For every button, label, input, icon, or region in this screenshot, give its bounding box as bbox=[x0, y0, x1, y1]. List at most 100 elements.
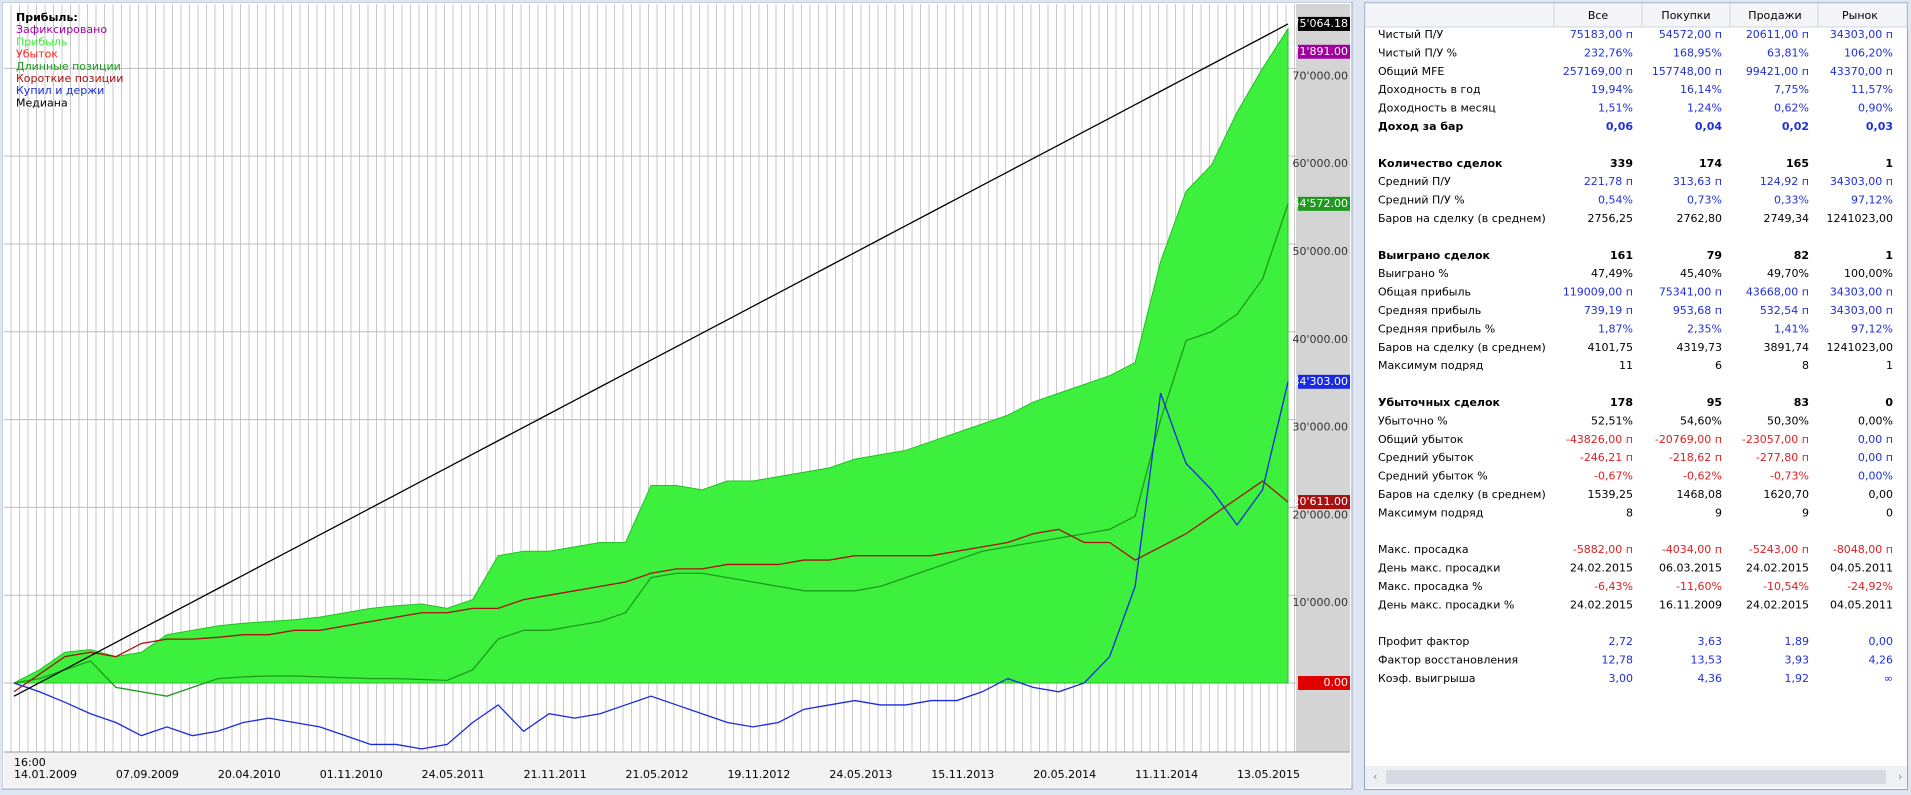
cell-value: 47,49% bbox=[1591, 267, 1633, 280]
value-badge bbox=[1298, 16, 1350, 31]
x-tick-label: 21.05.2012 bbox=[626, 768, 689, 781]
cell-value: 1241023,00 bbox=[1827, 341, 1893, 354]
row-label: Убыточных сделок bbox=[1378, 396, 1501, 409]
cell-value: 11,57% bbox=[1851, 83, 1893, 96]
cell-value: 20611,00 п bbox=[1746, 28, 1809, 41]
cell-value: 43668,00 п bbox=[1746, 286, 1809, 299]
row-label: Профит фактор bbox=[1378, 635, 1469, 648]
cell-value: 75341,00 п bbox=[1659, 286, 1722, 299]
cell-value: 3,93 bbox=[1785, 654, 1810, 667]
cell-value: 04.05.2011 bbox=[1830, 562, 1893, 575]
cell-value: -218,62 п bbox=[1669, 451, 1722, 464]
cell-value: 0,62% bbox=[1774, 102, 1809, 115]
cell-value: 2762,80 bbox=[1677, 212, 1723, 225]
row-label: Доходность в год bbox=[1378, 83, 1481, 96]
cell-value: 2,72 bbox=[1609, 635, 1634, 648]
y-tick-label: 40'000.00 bbox=[1292, 333, 1348, 346]
cell-value: 2,35% bbox=[1687, 322, 1722, 335]
cell-value: 157748,00 п bbox=[1652, 65, 1722, 78]
cell-value: 11 bbox=[1619, 359, 1633, 372]
cell-value: 1468,08 bbox=[1677, 488, 1723, 501]
row-label: Баров на сделку (в среднем) bbox=[1378, 341, 1546, 354]
cell-value: 119009,00 п bbox=[1563, 286, 1633, 299]
legend-entry: Купил и держи bbox=[16, 84, 104, 97]
x-tick-label: 19.11.2012 bbox=[727, 768, 790, 781]
legend-entry: Убыток bbox=[16, 48, 58, 61]
cell-value: 9 bbox=[1715, 506, 1722, 519]
cell-value: 165 bbox=[1786, 157, 1809, 170]
x-axis-strip bbox=[4, 752, 1350, 787]
cell-value: 2756,25 bbox=[1588, 212, 1634, 225]
cell-value: 0 bbox=[1886, 506, 1893, 519]
value-badge bbox=[1298, 374, 1350, 389]
cell-value: 1241023,00 bbox=[1827, 212, 1893, 225]
cell-value: 1,92 bbox=[1785, 672, 1810, 685]
cell-value: 1 bbox=[1886, 359, 1893, 372]
cell-value: -43826,00 п bbox=[1566, 433, 1633, 446]
scroll-right[interactable]: › bbox=[1898, 770, 1902, 783]
cell-value: 45,40% bbox=[1680, 267, 1722, 280]
cell-value: -5882,00 п bbox=[1573, 543, 1633, 556]
row-label: Чистый П/У % bbox=[1378, 46, 1457, 59]
cell-value: -6,43% bbox=[1594, 580, 1633, 593]
row-label: Общий убыток bbox=[1378, 433, 1464, 446]
series-line bbox=[13, 23, 1289, 697]
series-line bbox=[13, 203, 1289, 697]
scroll-left[interactable]: ‹ bbox=[1373, 770, 1377, 783]
scrollbar-thumb[interactable] bbox=[1386, 770, 1886, 784]
cell-value: 24.02.2015 bbox=[1746, 562, 1809, 575]
cell-value: 168,95% bbox=[1673, 46, 1722, 59]
cell-value: 49,70% bbox=[1767, 267, 1809, 280]
value-badge-label: 20'611.00 bbox=[1292, 495, 1348, 508]
cell-value: 54,60% bbox=[1680, 414, 1722, 427]
cell-value: 24.02.2015 bbox=[1570, 562, 1633, 575]
legend-entry: Короткие позиции bbox=[16, 72, 123, 85]
cell-value: 0,33% bbox=[1774, 194, 1809, 207]
cell-value: 34303,00 п bbox=[1830, 28, 1893, 41]
cell-value: 100,00% bbox=[1844, 267, 1893, 280]
cell-value: 0,03 bbox=[1866, 120, 1893, 133]
row-label: Средний П/У % bbox=[1378, 194, 1465, 207]
row-label: Коэф. выигрыша bbox=[1378, 672, 1476, 685]
cell-value: -246,21 п bbox=[1580, 451, 1633, 464]
row-label: День макс. просадки % bbox=[1378, 598, 1514, 611]
cell-value: 13,53 bbox=[1691, 654, 1723, 667]
cell-value: 1,41% bbox=[1774, 322, 1809, 335]
cell-value: 0,73% bbox=[1687, 194, 1722, 207]
column-header: Покупки bbox=[1661, 9, 1710, 22]
cell-value: 161 bbox=[1610, 249, 1633, 262]
cell-value: 24.02.2015 bbox=[1570, 598, 1633, 611]
cell-value: 532,54 п bbox=[1760, 304, 1809, 317]
cell-value: 178 bbox=[1610, 396, 1633, 409]
cell-value: 0,02 bbox=[1782, 120, 1809, 133]
cell-value: 34303,00 п bbox=[1830, 304, 1893, 317]
cell-value: -5243,00 п bbox=[1749, 543, 1809, 556]
x-tick-label: 24.05.2013 bbox=[829, 768, 892, 781]
cell-value: 24.02.2015 bbox=[1746, 598, 1809, 611]
cell-value: 52,51% bbox=[1591, 414, 1633, 427]
cell-value: 4,26 bbox=[1869, 654, 1894, 667]
value-badge-label: 71'891.00 bbox=[1292, 45, 1348, 58]
legend-entry: Длинные позиции bbox=[16, 60, 121, 73]
row-label: Убыточно % bbox=[1378, 414, 1448, 427]
row-label: Средняя прибыль % bbox=[1378, 322, 1495, 335]
row-label: Средняя прибыль bbox=[1378, 304, 1481, 317]
value-badge-label: 34'303.00 bbox=[1292, 375, 1348, 388]
row-label: Максимум подряд bbox=[1378, 359, 1484, 372]
x-tick-label: 07.09.2009 bbox=[116, 768, 179, 781]
cell-value: -10,54% bbox=[1763, 580, 1809, 593]
cell-value: 339 bbox=[1610, 157, 1633, 170]
table-frame bbox=[1364, 2, 1908, 790]
cell-value: -24,92% bbox=[1847, 580, 1893, 593]
cell-value: 257169,00 п bbox=[1563, 65, 1633, 78]
cell-value: 1 bbox=[1885, 249, 1893, 262]
legend-title: Прибыль: bbox=[16, 11, 78, 24]
cell-value: 739,19 п bbox=[1584, 304, 1633, 317]
cell-value: 3,63 bbox=[1698, 635, 1723, 648]
x-tick-label: 14.01.2009 bbox=[14, 768, 77, 781]
legend-entry: Зафиксировано bbox=[16, 23, 107, 36]
cell-value: 0,54% bbox=[1598, 194, 1633, 207]
value-badge bbox=[1298, 675, 1350, 690]
cell-value: 0,04 bbox=[1695, 120, 1722, 133]
cell-value: -11,60% bbox=[1676, 580, 1722, 593]
